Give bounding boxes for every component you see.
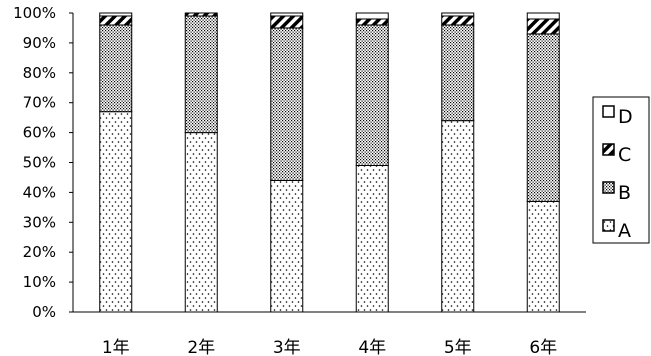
bar-segment-C-6 bbox=[526, 18, 560, 35]
y-tick-label: 50% bbox=[23, 154, 56, 172]
bar-segment-C-1 bbox=[99, 15, 133, 26]
bar-segment-B-5 bbox=[441, 24, 475, 122]
bar-segment-C-4 bbox=[355, 18, 389, 26]
bars bbox=[99, 12, 560, 313]
bar-segment-D-4 bbox=[355, 12, 389, 20]
axes bbox=[72, 13, 586, 313]
bar-segment-A-1 bbox=[99, 111, 133, 313]
bar-segment-A-5 bbox=[441, 120, 475, 313]
legend-key-D bbox=[602, 105, 615, 118]
bar-segment-A-4 bbox=[355, 164, 389, 313]
x-axis-labels: 1年 2年 3年 4年 5年 6年 bbox=[102, 338, 557, 356]
legend-label-A: A bbox=[618, 220, 631, 242]
y-tick-label: 90% bbox=[23, 34, 56, 52]
bar-segment-A-3 bbox=[270, 179, 304, 313]
x-category-label: 3年 bbox=[273, 338, 301, 356]
legend-label-C: C bbox=[618, 144, 631, 166]
y-tick-label: 10% bbox=[23, 273, 56, 291]
bar-segment-D-6 bbox=[526, 12, 560, 20]
bar-segment-D-1 bbox=[99, 12, 133, 17]
x-category-label: 2年 bbox=[187, 338, 215, 356]
y-tick-label: 60% bbox=[23, 124, 56, 142]
y-tick-label: 80% bbox=[23, 64, 56, 82]
bar-segment-C-2 bbox=[184, 12, 218, 17]
x-category-label: 5年 bbox=[444, 338, 472, 356]
x-category-label: 6年 bbox=[529, 338, 557, 356]
legend-label-D: D bbox=[618, 106, 633, 128]
bar-segment-C-3 bbox=[270, 15, 304, 29]
y-axis-ticks: 0% 10% 20% 30% 40% 50% 60% 70% 80% 90% 100% bbox=[13, 4, 73, 321]
bar-segment-B-6 bbox=[526, 33, 560, 202]
legend-label-B: B bbox=[618, 182, 631, 204]
y-tick-label: 70% bbox=[23, 94, 56, 112]
legend-key-A bbox=[602, 219, 615, 232]
x-category-label: 1年 bbox=[102, 338, 130, 356]
bar-segment-A-2 bbox=[184, 132, 218, 313]
bar-segment-D-3 bbox=[270, 12, 304, 17]
bar-segment-C-5 bbox=[441, 15, 475, 26]
bar-segment-B-4 bbox=[355, 24, 389, 166]
y-tick-label: 40% bbox=[23, 183, 56, 201]
legend-key-C bbox=[602, 143, 615, 156]
x-category-label: 4年 bbox=[358, 338, 386, 356]
bar-segment-A-6 bbox=[526, 200, 560, 313]
y-tick-label: 30% bbox=[23, 213, 56, 231]
y-tick-label: 20% bbox=[23, 243, 56, 261]
legend-frame bbox=[592, 96, 650, 244]
y-tick-label: 100% bbox=[13, 4, 56, 22]
bar-segment-D-5 bbox=[441, 12, 475, 17]
y-tick-label: 0% bbox=[32, 303, 56, 321]
bar-segment-B-3 bbox=[270, 27, 304, 181]
legend-key-B bbox=[602, 181, 615, 194]
bar-segment-B-1 bbox=[99, 24, 133, 113]
bar-segment-B-2 bbox=[184, 15, 218, 134]
